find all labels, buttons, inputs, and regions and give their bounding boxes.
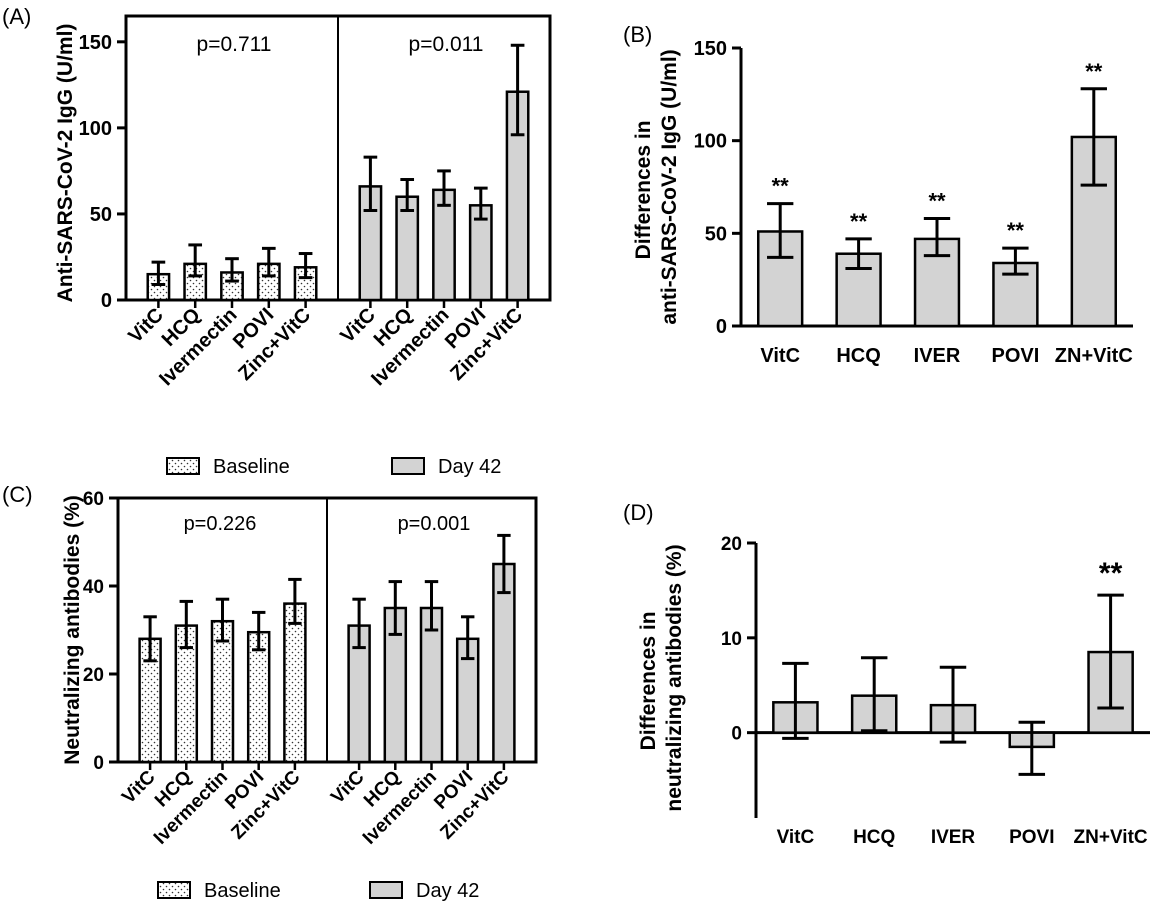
error-bar [510, 43, 525, 137]
x-tick-label: VitC [336, 304, 380, 348]
panel-a-label: (A) [2, 4, 31, 29]
y-tick-label: 20 [721, 534, 742, 555]
y-tick-label: 100 [694, 131, 727, 153]
error-bar [261, 246, 276, 278]
panel-b-ylabel-line2: anti-SARS-CoV-2 IgG (U/ml) [658, 49, 681, 324]
panel-c-legend: Baseline Day 42 [157, 880, 479, 902]
error-bar [352, 597, 366, 650]
error-bar [1080, 87, 1107, 187]
error-bar [860, 656, 888, 733]
error-bar [845, 237, 872, 271]
error-bar [782, 661, 809, 740]
y-tick-label: 0 [731, 724, 742, 745]
y-tick-label: 60 [83, 489, 104, 510]
bar [395, 195, 420, 302]
error-bar [151, 260, 166, 287]
error-bar [767, 202, 794, 259]
y-tick-label: 40 [83, 577, 104, 598]
x-tick-label: HCQ [853, 827, 895, 848]
legend-swatch-day42 [369, 881, 403, 899]
y-tick-label: 0 [716, 316, 727, 338]
error-bar [460, 615, 475, 661]
panel-c-p-day42: p=0.001 [398, 513, 471, 535]
panel-b-ylabel: Differences in anti-SARS-CoV-2 IgG (U/ml… [632, 49, 681, 324]
y-tick-label: 0 [93, 753, 104, 774]
y-tick-label: 100 [79, 118, 112, 140]
error-bar [400, 178, 415, 212]
error-bar [1097, 593, 1124, 710]
x-tick-label: ZN+VitC [1055, 345, 1133, 367]
legend-swatch-baseline [157, 881, 191, 899]
error-bar [225, 257, 239, 283]
x-tick-label: VitC [760, 345, 800, 367]
y-tick-label: 0 [101, 290, 112, 312]
bar [283, 602, 307, 764]
panel-b: (B) Differences in anti-SARS-CoV-2 IgG (… [623, 22, 1133, 367]
panel-c-label: (C) [2, 482, 33, 507]
y-tick-label: 50 [90, 204, 112, 226]
panel-c-ylabel: Neutralizing antibodies (%) [61, 495, 84, 765]
error-bar [473, 186, 488, 221]
error-bar [497, 533, 511, 595]
bar [246, 630, 271, 764]
error-bar [1018, 720, 1046, 776]
significance-marker: ** [1007, 218, 1025, 243]
y-tick-label: 150 [79, 32, 112, 54]
panel-d-ylabel: Differences in neutralizing antibodies (… [637, 544, 686, 811]
x-tick-label: POVI [992, 345, 1040, 367]
error-bar [251, 610, 266, 652]
x-tick-label: IVER [931, 827, 976, 848]
panel-a: (A) Anti-SARS-CoV-2 IgG (U/ml) 0 50 100 150… [2, 4, 552, 478]
panel-d: (D) Differences in neutralizing antibodi… [623, 500, 1150, 848]
x-tick-label: VitC [124, 304, 168, 348]
significance-marker: ** [1099, 557, 1123, 590]
error-bar [424, 580, 439, 632]
panel-a-legend: Baseline Day 42 [166, 456, 501, 478]
panel-d-label: (D) [623, 500, 654, 525]
panel-b-label: (B) [623, 22, 652, 47]
error-bar [939, 665, 967, 744]
error-bar [179, 599, 194, 650]
panel-c-p-baseline: p=0.226 [184, 513, 257, 535]
panel-d-ylabel-line1: Differences in [637, 611, 660, 750]
error-bar [288, 577, 302, 625]
error-bar [363, 155, 378, 212]
error-bar [1002, 246, 1029, 276]
legend-label-baseline: Baseline [204, 880, 281, 902]
x-tick-label: VitC [118, 766, 160, 808]
legend-label-day42: Day 42 [438, 456, 501, 478]
y-tick-label: 150 [694, 38, 727, 60]
legend-label-baseline: Baseline [213, 456, 290, 478]
significance-marker: ** [772, 174, 790, 199]
error-bar [388, 580, 403, 636]
error-bar [298, 252, 313, 280]
panel-b-ylabel-line1: Differences in [632, 120, 655, 259]
panel-a-p-day42: p=0.011 [409, 33, 484, 56]
x-tick-label: VitC [777, 827, 815, 848]
error-bar [188, 243, 203, 278]
error-bar [923, 217, 951, 258]
legend-swatch-day42 [391, 457, 425, 475]
x-tick-label: ZN+VitC [1074, 827, 1148, 848]
x-tick-label: VitC [327, 766, 369, 808]
panel-a-p-baseline: p=0.711 [197, 33, 272, 56]
significance-marker: ** [1085, 59, 1103, 84]
error-bar [143, 615, 157, 663]
error-bar [215, 597, 230, 643]
x-tick-label: IVER [914, 345, 961, 367]
y-tick-label: 50 [705, 223, 727, 245]
legend-label-day42: Day 42 [416, 880, 479, 902]
significance-marker: ** [850, 209, 868, 234]
significance-marker: ** [928, 189, 946, 214]
error-bar [437, 169, 451, 207]
panel-d-ylabel-line2: neutralizing antibodies (%) [663, 544, 686, 811]
legend-swatch-baseline [166, 457, 200, 475]
panel-c: (C) Neutralizing antibodies (%) 0 20 40 60 V… [2, 482, 538, 902]
y-tick-label: 20 [83, 665, 104, 686]
x-tick-label: HCQ [836, 345, 880, 367]
panel-a-ylabel: Anti-SARS-CoV-2 IgG (U/ml) [54, 24, 77, 303]
y-tick-label: 10 [721, 629, 742, 650]
x-tick-label: POVI [1009, 827, 1054, 848]
